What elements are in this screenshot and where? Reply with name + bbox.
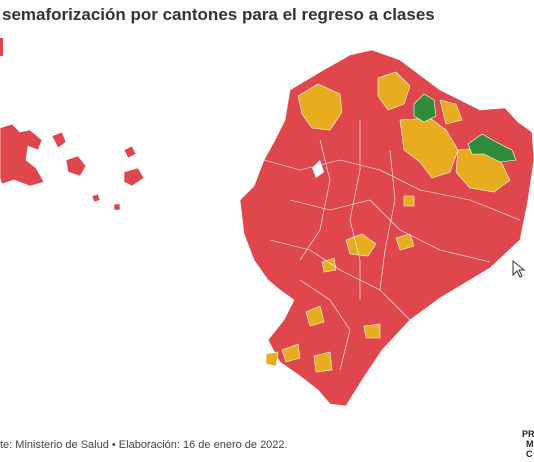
title: semaforización por cantones para el regr…: [2, 5, 435, 24]
galapagos: [0, 123, 145, 211]
lake: [312, 160, 324, 178]
cursor: [512, 259, 526, 278]
logo-line: PR: [522, 429, 534, 439]
logo-line: C: [526, 449, 533, 459]
logo-line: M: [526, 439, 534, 449]
source: te: Ministerio de Salud • Elaboración: 1…: [0, 439, 288, 451]
mainland: [239, 49, 534, 407]
marker: [0, 38, 3, 56]
